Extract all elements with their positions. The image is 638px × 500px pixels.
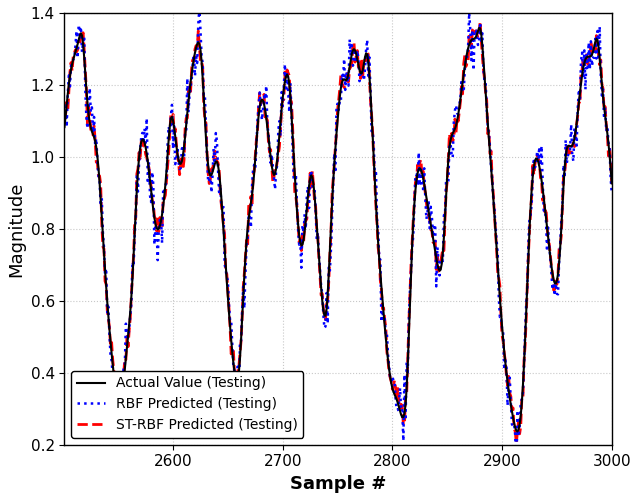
Actual Value (Testing) [61,124,68,130]
ST-RBF Predicted (Testing) [61,118,68,124]
ST-RBF Predicted (Testing) [510,426,518,432]
RBF Predicted (Testing) [510,421,518,427]
ST-RBF Predicted (Testing) [387,375,394,381]
Actual Value (Testing) [597,68,605,74]
RBF Predicted (Testing) [358,70,366,76]
Actual Value (Testing) [324,292,332,298]
Line: RBF Predicted (Testing): RBF Predicted (Testing) [64,8,612,476]
ST-RBF Predicted (Testing) [357,76,364,82]
ST-RBF Predicted (Testing) [597,57,605,63]
Actual Value (Testing) [510,420,518,426]
ST-RBF Predicted (Testing) [324,297,332,303]
RBF Predicted (Testing) [608,190,616,196]
Actual Value (Testing) [357,70,364,76]
Line: ST-RBF Predicted (Testing): ST-RBF Predicted (Testing) [64,22,612,443]
ST-RBF Predicted (Testing) [608,181,616,187]
ST-RBF Predicted (Testing) [512,440,520,446]
ST-RBF Predicted (Testing) [477,18,484,24]
Legend: Actual Value (Testing), RBF Predicted (Testing), ST-RBF Predicted (Testing): Actual Value (Testing), RBF Predicted (T… [71,371,303,438]
Line: Actual Value (Testing): Actual Value (Testing) [64,28,612,431]
RBF Predicted (Testing) [195,6,203,12]
RBF Predicted (Testing) [387,378,395,384]
RBF Predicted (Testing) [61,105,68,111]
RBF Predicted (Testing) [512,474,520,480]
Actual Value (Testing) [387,374,394,380]
X-axis label: Sample #: Sample # [290,475,386,493]
Actual Value (Testing) [320,312,328,318]
Actual Value (Testing) [608,180,616,186]
RBF Predicted (Testing) [597,72,605,78]
RBF Predicted (Testing) [325,263,332,269]
ST-RBF Predicted (Testing) [320,314,328,320]
Y-axis label: Magnitude: Magnitude [7,181,25,276]
RBF Predicted (Testing) [322,324,329,330]
Actual Value (Testing) [475,25,483,31]
Actual Value (Testing) [514,428,521,434]
